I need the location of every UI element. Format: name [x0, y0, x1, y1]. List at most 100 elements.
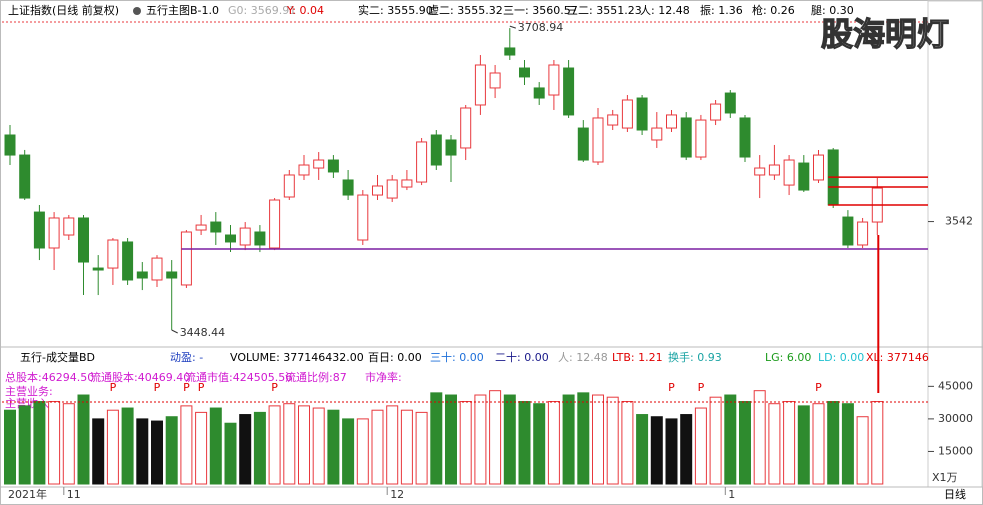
candle-body	[636, 97, 648, 131]
volume-bar	[841, 403, 854, 485]
candle-body	[519, 67, 530, 78]
candle-body	[78, 217, 89, 263]
candle-body	[710, 103, 722, 121]
candle-body	[533, 87, 545, 99]
candle-body	[857, 221, 869, 246]
volume-bar	[503, 394, 516, 485]
candle-body	[372, 185, 383, 196]
p-marker: P	[198, 381, 205, 394]
candle-body	[225, 234, 236, 243]
indicator: 动盈: -	[170, 351, 203, 364]
info-text: 流通比例:87	[285, 370, 347, 384]
indicator: LG: 6.00	[765, 351, 811, 364]
info-text: 主营业务:	[5, 384, 53, 398]
candle-body	[33, 211, 45, 249]
volume-bar	[547, 401, 560, 485]
candle-body	[445, 139, 457, 156]
volume-bar	[18, 405, 31, 485]
candle-body	[768, 164, 780, 176]
p-marker: P	[183, 381, 190, 394]
candle-body	[548, 64, 560, 96]
volume-bar	[871, 401, 884, 485]
volume-bar	[827, 401, 840, 485]
unit-label: X1万	[932, 471, 958, 484]
candle-body	[607, 114, 619, 126]
annotation: 3448.44	[180, 326, 226, 339]
volume-bar	[489, 390, 502, 485]
volume-bar	[165, 416, 178, 485]
candle-body	[621, 99, 633, 129]
candle-body	[724, 92, 736, 114]
volume-bar	[650, 416, 663, 485]
volume-bar	[724, 394, 737, 485]
volume-bar	[77, 394, 90, 485]
volume-bar	[783, 401, 796, 485]
candle-body	[680, 117, 692, 158]
candle-body	[416, 141, 428, 183]
volume-bar	[739, 401, 751, 485]
volume-bar	[4, 409, 16, 485]
candle-body	[754, 167, 766, 176]
candle-body	[92, 267, 104, 271]
volume-bar	[136, 418, 149, 485]
volume-bar	[709, 396, 722, 485]
info-text: 流通市值:424505.56	[185, 370, 292, 384]
volume-bar	[621, 401, 634, 485]
volume-bar	[106, 409, 119, 485]
header-item: 三一: 3560.57	[503, 4, 578, 17]
volume-bar	[694, 407, 707, 485]
candle-body	[195, 224, 207, 231]
volume-bar	[400, 409, 413, 485]
x-tick-label: 12	[390, 488, 404, 501]
candle-body	[283, 174, 295, 198]
candle-body	[592, 117, 604, 163]
volume-bar	[768, 403, 781, 485]
watermark: 股海明灯	[821, 15, 949, 53]
x-tick-label: 11	[67, 488, 81, 501]
volume-bar	[327, 409, 340, 485]
volume-bar	[356, 418, 369, 485]
p-marker: P	[110, 381, 117, 394]
candle-body	[239, 227, 251, 246]
candle-body	[63, 217, 75, 236]
volume-bar	[386, 405, 399, 485]
header-item: 五行主图B-1.0	[146, 4, 219, 17]
candle-body	[313, 159, 325, 169]
candle-body	[269, 199, 281, 249]
volume-bar	[224, 422, 237, 485]
volume-bar	[253, 411, 266, 485]
candle-body	[107, 239, 119, 269]
volume-bar	[518, 401, 531, 485]
candle-body	[298, 164, 310, 176]
candle-body	[813, 154, 824, 181]
candle-body	[842, 216, 854, 246]
x-tick-label: 1	[728, 488, 735, 501]
indicator: LTB: 1.21	[612, 351, 663, 364]
candle-body	[357, 194, 369, 241]
candle-body	[210, 221, 222, 233]
p-marker: P	[668, 381, 675, 394]
candle-body	[122, 241, 134, 281]
volume-title: 五行-成交量BD	[20, 350, 95, 364]
header-item: 枪: 0.26	[752, 3, 795, 17]
volume-bar	[533, 403, 546, 485]
candle-body	[563, 67, 575, 116]
p-marker: P	[271, 381, 278, 394]
header-item: Y: 0.04	[286, 4, 324, 17]
candle-body	[342, 179, 354, 196]
candle-body	[798, 162, 810, 191]
info-text: 总股本:46294.50	[5, 370, 94, 384]
volume-bar	[92, 418, 105, 485]
info-text: 流通股本:40469.40	[90, 370, 190, 384]
indicator: XL: 377146	[866, 351, 929, 364]
annotation-arrow	[171, 329, 178, 334]
volume-bar	[856, 416, 869, 485]
volume-bar	[283, 403, 296, 485]
volume-bar	[209, 407, 222, 485]
volume-bar	[298, 405, 310, 485]
volume-bar	[371, 409, 384, 485]
candle-body	[651, 127, 663, 141]
volume-bar	[459, 401, 472, 485]
annotation-arrow	[509, 25, 516, 29]
